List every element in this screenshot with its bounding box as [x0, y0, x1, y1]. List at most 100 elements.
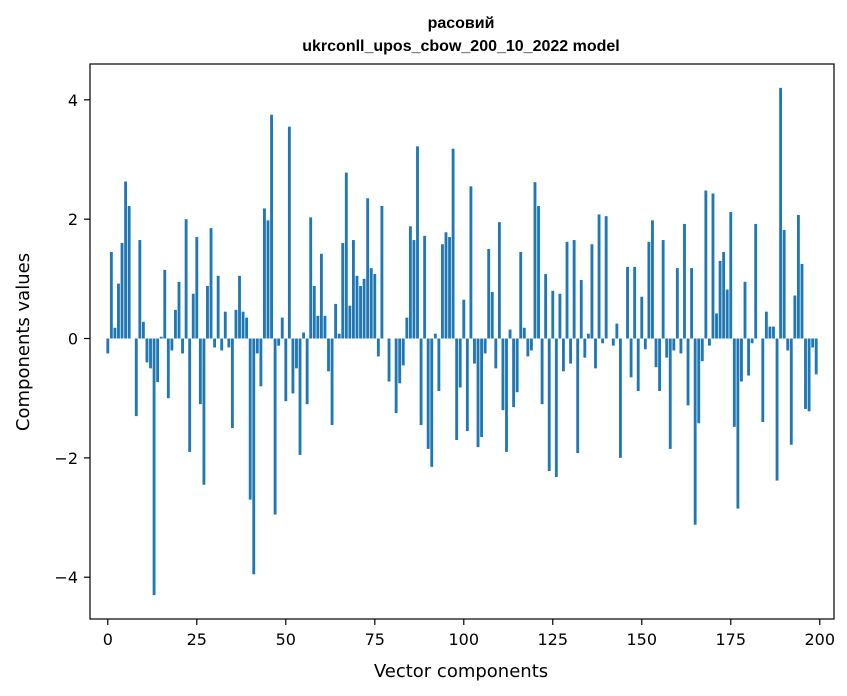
x-tick-label: 25	[187, 630, 207, 649]
bar-component-181	[750, 338, 754, 344]
bar-component-175	[729, 212, 733, 339]
y-tick-label: −2	[54, 449, 78, 468]
x-axis-ticks: 0 25 50 75 100 125 150 175 200	[103, 619, 835, 649]
y-axis-ticks: −4 −2 0 2 4	[54, 91, 90, 587]
bar-component-21	[181, 338, 184, 354]
bar-component-103	[473, 338, 476, 364]
bar-component-19	[174, 309, 177, 339]
bar-component-190	[782, 229, 786, 339]
bar-component-11	[145, 338, 149, 363]
bar-component-33	[223, 311, 227, 339]
bar-component-92	[433, 333, 437, 339]
bar-component-192	[789, 338, 793, 445]
y-tick-label: 2	[68, 210, 78, 229]
bar-component-173	[722, 251, 726, 339]
bar-component-69	[352, 240, 355, 339]
bar-component-83	[401, 338, 405, 366]
bar-component-195	[800, 263, 804, 339]
bar-component-166	[697, 338, 701, 424]
bar-component-46	[270, 114, 273, 339]
plot-frame	[89, 63, 835, 620]
bar-component-82	[398, 338, 402, 384]
bar-component-111	[501, 338, 505, 411]
bar-component-23	[188, 338, 192, 452]
bar-component-158	[668, 338, 672, 449]
bar-component-108	[490, 291, 494, 339]
bar-component-67	[344, 172, 348, 339]
bar-component-126	[554, 338, 558, 477]
bar-component-96	[448, 237, 451, 339]
bar-component-125	[551, 290, 555, 339]
bar-component-63	[330, 338, 334, 426]
bar-component-149	[636, 338, 640, 392]
bar-component-157	[665, 338, 669, 358]
bar-component-47	[273, 338, 277, 515]
bar-component-115	[515, 338, 519, 393]
bar-component-39	[245, 317, 249, 339]
bar-component-196	[804, 338, 807, 409]
x-tick-label: 200	[804, 630, 835, 649]
y-axis-label: Components values	[13, 253, 34, 431]
bar-component-172	[718, 260, 722, 339]
bar-component-114	[512, 338, 516, 408]
bar-component-180	[747, 338, 750, 376]
bar-component-65	[337, 333, 341, 339]
bar-component-144	[618, 338, 622, 458]
bar-component-131	[572, 240, 576, 339]
x-tick-label: 150	[626, 630, 657, 649]
bar-component-110	[497, 222, 501, 339]
bar-component-148	[633, 266, 637, 339]
bar-component-52	[291, 338, 295, 394]
bar-component-27	[202, 338, 206, 485]
bar-component-197	[807, 338, 811, 412]
bar-component-10	[141, 321, 145, 339]
bar-component-102	[469, 186, 473, 339]
bar-component-134	[583, 338, 587, 358]
bar-component-150	[640, 296, 644, 339]
bar-component-79	[387, 338, 391, 382]
bar-component-51	[287, 126, 291, 339]
bar-component-72	[362, 278, 366, 339]
bar-component-71	[359, 286, 362, 339]
bar-component-76	[376, 338, 380, 357]
bar-component-90	[426, 338, 430, 449]
bar-component-99	[458, 338, 462, 388]
bar-component-40	[248, 338, 252, 500]
x-tick-label: 125	[538, 630, 569, 649]
bar-component-177	[736, 338, 740, 509]
bar-component-55	[302, 332, 306, 339]
bar-component-59	[316, 315, 320, 339]
bar-component-163	[686, 338, 690, 406]
bar-component-45	[266, 220, 270, 339]
bar-component-198	[811, 338, 815, 348]
bar-component-168	[704, 190, 708, 339]
bar-component-132	[576, 338, 580, 454]
bar-component-154	[654, 338, 658, 368]
bar-component-36	[234, 309, 238, 339]
bar-component-174	[725, 289, 729, 339]
bar-component-70	[355, 275, 359, 339]
bar-component-34	[227, 338, 231, 348]
bar-component-138	[597, 214, 601, 339]
bar-component-160	[675, 268, 679, 339]
bar-component-121	[537, 206, 540, 339]
x-tick-label: 50	[276, 630, 296, 649]
bar-component-143	[615, 323, 619, 339]
bar-component-2	[113, 327, 117, 339]
bar-component-167	[700, 338, 704, 362]
bar-component-89	[423, 235, 427, 339]
bar-component-186	[768, 326, 772, 339]
x-tick-label: 100	[449, 630, 480, 649]
bar-component-53	[295, 338, 298, 369]
bar-component-187	[772, 326, 775, 339]
bar-component-84	[405, 317, 409, 339]
bar-component-137	[594, 338, 597, 369]
bar-component-184	[761, 338, 765, 423]
bar-component-93	[437, 338, 441, 392]
bar-component-119	[529, 338, 533, 351]
bar-component-77	[380, 206, 384, 339]
bar-component-9	[138, 240, 142, 339]
bar-component-151	[643, 338, 647, 350]
bar-component-68	[348, 305, 352, 339]
